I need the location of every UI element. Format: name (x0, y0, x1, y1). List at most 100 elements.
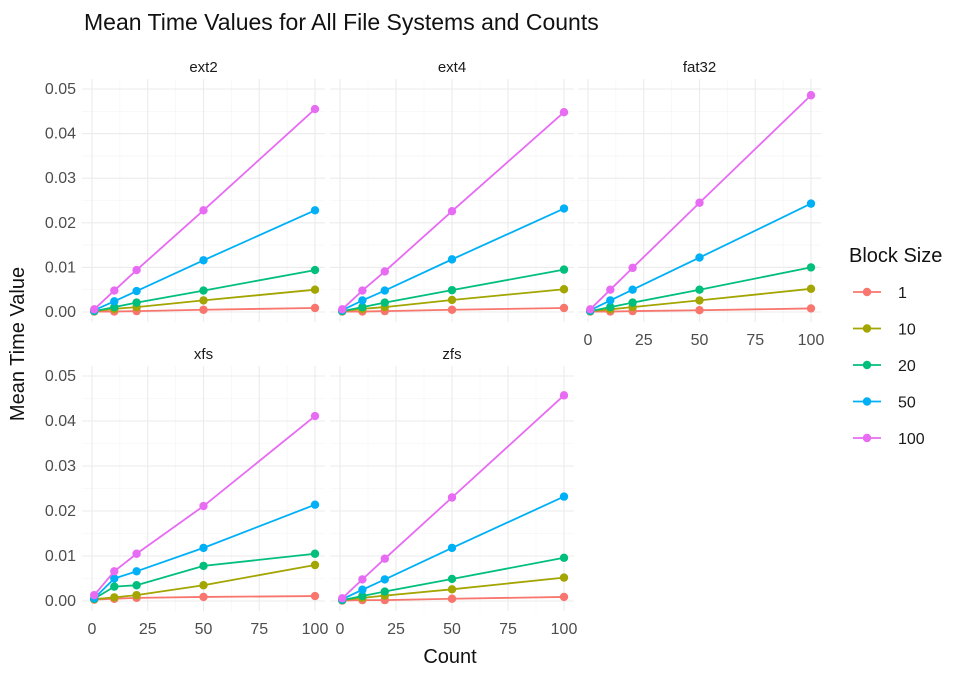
data-point-100 (586, 305, 595, 314)
y-tick-label: 0.04 (45, 413, 76, 430)
data-point-20 (199, 286, 208, 295)
y-tick-label: 0.05 (45, 81, 76, 98)
data-point-100 (695, 198, 704, 207)
data-point-20 (358, 591, 367, 601)
data-point-100 (132, 265, 141, 275)
data-point-1 (310, 303, 320, 313)
data-point-100 (559, 107, 569, 117)
legend-key-point (862, 287, 872, 297)
panel-zfs: zfs 0 25 50 75 100 (330, 346, 577, 638)
x-tick-label: 50 (195, 621, 213, 638)
y-tick-label: 0.05 (45, 368, 76, 385)
chart-title: Mean Time Values for All File Systems an… (84, 9, 599, 35)
data-point-1 (806, 304, 816, 313)
data-point-10 (447, 585, 457, 594)
data-point-100 (90, 305, 99, 314)
data-point-100 (380, 267, 389, 276)
y-tick-label: 0.04 (45, 126, 76, 143)
y-tick-label: 0.03 (45, 170, 76, 187)
data-point-1 (447, 305, 457, 314)
data-point-50 (606, 296, 615, 305)
data-point-50 (695, 253, 704, 262)
facet-label-zfs: zfs (442, 346, 461, 363)
data-point-20 (559, 553, 569, 562)
panel-ext2: ext2 0.00 0.01 0.02 0.03 0.04 0.05 (45, 59, 325, 322)
data-point-20 (310, 265, 320, 275)
legend-key-point (862, 324, 872, 333)
data-point-10 (695, 296, 704, 305)
y-tick-label: 0.02 (45, 503, 76, 520)
x-tick-label: 100 (551, 621, 578, 638)
panel-ext4: ext4 (330, 59, 574, 322)
data-point-100 (310, 104, 320, 114)
data-point-100 (90, 590, 99, 600)
data-point-50 (380, 575, 389, 584)
data-point-20 (447, 574, 457, 584)
data-point-10 (132, 590, 141, 600)
legend-label: 20 (898, 358, 916, 375)
facet-panels: ext2 0.00 0.01 0.02 0.03 0.04 0.05 ext4 fat32 0 25… (45, 59, 825, 638)
data-point-50 (806, 199, 816, 208)
x-tick-label: 0 (336, 621, 345, 638)
data-point-20 (110, 302, 119, 312)
data-point-1 (559, 592, 569, 602)
data-point-100 (310, 411, 320, 421)
data-point-20 (628, 298, 637, 307)
x-tick-label: 25 (635, 332, 653, 349)
x-tick-label: 50 (443, 621, 461, 638)
data-point-20 (380, 587, 389, 596)
data-point-50 (358, 296, 367, 305)
legend-label: 10 (898, 322, 916, 339)
y-tick-label: 0.03 (45, 458, 76, 475)
x-tick-label: 50 (691, 332, 709, 349)
data-point-10 (447, 295, 457, 305)
data-point-20 (695, 285, 704, 294)
data-point-20 (606, 302, 615, 312)
data-point-10 (110, 593, 119, 602)
data-point-100 (199, 501, 208, 511)
data-point-100 (110, 567, 119, 576)
y-tick-label: 0.01 (45, 259, 76, 276)
data-point-100 (132, 549, 141, 558)
data-point-50 (310, 500, 320, 509)
x-tick-label: 0 (584, 332, 593, 349)
y-tick-label: 0.00 (45, 304, 76, 321)
data-point-50 (310, 206, 320, 215)
data-point-10 (559, 573, 569, 582)
data-point-50 (628, 285, 637, 294)
legend-title: Block Size (849, 245, 942, 267)
data-point-20 (806, 263, 816, 272)
data-point-100 (380, 554, 389, 563)
data-point-10 (806, 284, 816, 294)
legend-key-point (862, 397, 872, 406)
data-point-100 (338, 594, 347, 603)
data-point-20 (132, 298, 141, 307)
data-point-100 (559, 391, 569, 400)
legend-key-point (862, 360, 872, 370)
panel-xfs: xfs 0.00 0.01 0.02 0.03 0.04 0.05 0 25 50 75 100 (45, 346, 329, 638)
data-point-20 (132, 581, 141, 590)
data-point-1 (199, 592, 208, 602)
data-point-100 (199, 206, 208, 215)
data-point-20 (447, 285, 457, 295)
data-point-50 (199, 543, 208, 553)
x-tick-label: 25 (387, 621, 405, 638)
data-point-20 (559, 265, 569, 274)
x-tick-label: 75 (250, 621, 268, 638)
x-tick-label: 100 (302, 621, 329, 638)
data-point-10 (559, 285, 569, 294)
data-point-50 (110, 297, 119, 306)
facet-label-ext2: ext2 (189, 59, 217, 76)
data-point-50 (199, 256, 208, 265)
legend-label: 1 (898, 285, 907, 302)
data-point-1 (695, 306, 704, 315)
x-tick-label: 75 (746, 332, 764, 349)
data-point-1 (447, 594, 457, 603)
data-point-100 (606, 285, 615, 294)
x-tick-label: 25 (139, 621, 157, 638)
legend-label: 50 (898, 395, 916, 412)
y-tick-label: 0.01 (45, 548, 76, 565)
data-point-50 (447, 543, 457, 553)
y-tick-label: 0.00 (45, 593, 76, 610)
data-point-20 (358, 302, 367, 312)
